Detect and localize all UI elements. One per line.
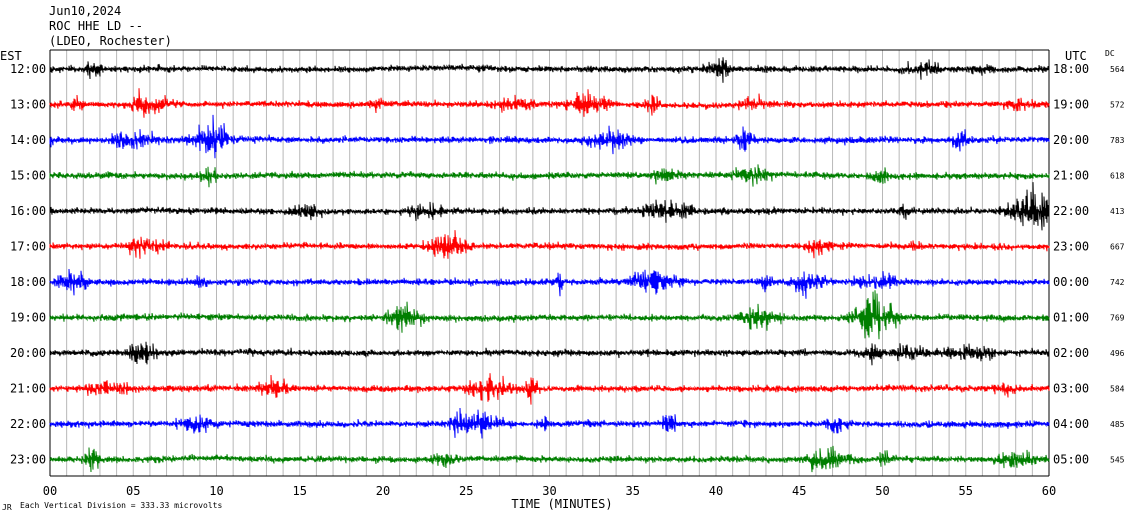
est-hour-label: 14:00: [10, 133, 46, 147]
seismic-traces: [49, 57, 1050, 473]
est-hour-label: 22:00: [10, 417, 46, 431]
dc-offset-value: 584: [1110, 385, 1125, 394]
x-tick-label: 15: [293, 484, 307, 498]
dc-offset-value: 545: [1110, 456, 1125, 465]
dc-offset-value: 667: [1110, 243, 1125, 252]
left-timezone-label: EST: [0, 49, 22, 63]
dc-offset-value: 783: [1110, 136, 1125, 145]
dc-offset-value: 413: [1110, 207, 1125, 216]
utc-hour-label: 03:00: [1053, 382, 1089, 396]
est-hour-label: 16:00: [10, 204, 46, 218]
dc-offset-value: 564: [1110, 65, 1125, 74]
x-tick-label: 30: [542, 484, 556, 498]
est-hour-label: 13:00: [10, 98, 46, 112]
x-tick-label: 25: [459, 484, 473, 498]
dc-offset-value: 769: [1110, 314, 1125, 323]
est-hour-label: 18:00: [10, 275, 46, 289]
trace-row-12:00: [49, 57, 1050, 83]
est-hour-label: 15:00: [10, 169, 46, 183]
x-tick-label: 10: [209, 484, 223, 498]
utc-hour-label: 20:00: [1053, 133, 1089, 147]
trace-row-15:00: [49, 164, 1050, 188]
station-code: ROC HHE LD --: [49, 19, 143, 33]
utc-hour-label: 21:00: [1053, 169, 1089, 183]
trace-row-22:00: [49, 407, 1050, 439]
utc-hour-label: 05:00: [1053, 453, 1089, 467]
est-hour-label: 23:00: [10, 453, 46, 467]
x-tick-label: 40: [709, 484, 723, 498]
utc-hour-label: 22:00: [1053, 204, 1089, 218]
x-tick-label: 55: [959, 484, 973, 498]
trace-row-20:00: [49, 341, 1050, 366]
est-hour-label: 12:00: [10, 62, 46, 76]
trace-row-18:00: [49, 268, 1050, 299]
right-timezone-label: UTC: [1065, 49, 1087, 63]
utc-hour-label: 00:00: [1053, 275, 1089, 289]
trace-row-16:00: [49, 182, 1050, 231]
station-location: (LDEO, Rochester): [49, 34, 172, 48]
trace-row-14:00: [49, 114, 1050, 159]
utc-hour-label: 04:00: [1053, 417, 1089, 431]
trace-row-17:00: [49, 230, 1050, 259]
trace-row-23:00: [49, 445, 1050, 473]
x-axis-title: TIME (MINUTES): [511, 497, 612, 511]
dc-offset-value: 572: [1110, 101, 1125, 110]
x-tick-label: 50: [875, 484, 889, 498]
x-tick-label: 35: [626, 484, 640, 498]
vertical-division-note: Each Vertical Division = 333.33 microvol…: [20, 501, 222, 510]
footnote-marker: JR: [2, 503, 12, 512]
est-hour-label: 17:00: [10, 240, 46, 254]
dc-column-header: DC: [1105, 49, 1115, 58]
x-tick-label: 00: [43, 484, 57, 498]
dc-offset-value: 496: [1110, 349, 1125, 358]
dc-offset-value: 742: [1110, 278, 1125, 287]
dc-offset-value: 485: [1110, 420, 1125, 429]
est-hour-label: 19:00: [10, 311, 46, 325]
x-tick-label: 20: [376, 484, 390, 498]
utc-hour-label: 19:00: [1053, 98, 1089, 112]
est-hour-label: 21:00: [10, 382, 46, 396]
x-tick-label: 05: [126, 484, 140, 498]
row-labels: 12:00 18:00 564 13:00 19:00 572 14:00 20:00 783 1…: [10, 62, 1125, 467]
trace-row-13:00: [49, 88, 1050, 118]
x-tick-label: 45: [792, 484, 806, 498]
trace-row-19:00: [49, 290, 1050, 340]
plot-frame: [49, 49, 1050, 477]
est-hour-label: 20:00: [10, 346, 46, 360]
trace-row-21:00: [49, 373, 1050, 405]
utc-hour-label: 02:00: [1053, 346, 1089, 360]
utc-hour-label: 01:00: [1053, 311, 1089, 325]
utc-hour-label: 23:00: [1053, 240, 1089, 254]
x-axis-ticks: 00 05 10 15 20 25 30 35 40 45 50 55 60: [43, 484, 1056, 498]
record-date: Jun10,2024: [49, 4, 121, 18]
utc-hour-label: 18:00: [1053, 62, 1089, 76]
dc-offset-value: 618: [1110, 172, 1125, 181]
x-tick-label: 60: [1042, 484, 1056, 498]
